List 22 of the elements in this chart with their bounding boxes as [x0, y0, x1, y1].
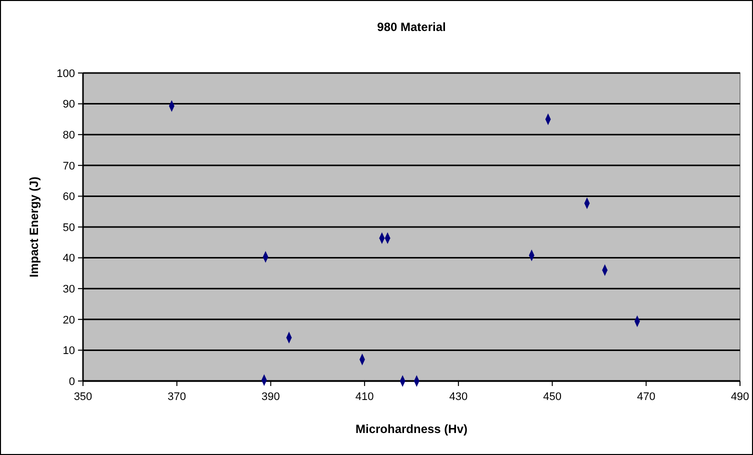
y-tick-label: 50	[62, 222, 75, 234]
x-tick-label: 490	[730, 391, 750, 403]
y-tick-label: 60	[62, 191, 75, 204]
y-tick-label: 80	[62, 129, 75, 142]
y-tick-label: 100	[56, 68, 75, 80]
y-tick-label: 30	[62, 283, 75, 296]
x-tick-label: 370	[168, 391, 186, 403]
y-tick-label: 90	[62, 98, 75, 111]
x-tick-label: 470	[636, 391, 656, 403]
y-axis-title: Impact Energy (J)	[27, 176, 41, 278]
x-tick-label: 450	[543, 391, 562, 403]
x-tick-label: 430	[449, 391, 468, 403]
y-tick-label: 10	[62, 345, 75, 358]
x-tick-label: 350	[74, 391, 92, 403]
y-tick-label: 0	[68, 376, 75, 388]
y-tick-label: 20	[62, 314, 75, 326]
x-tick-label: 390	[262, 391, 280, 403]
x-axis-title: Microhardness (Hv)	[355, 422, 468, 436]
y-tick-label: 40	[62, 252, 75, 265]
y-tick-label: 70	[62, 160, 75, 172]
chart-title: 980 Material	[377, 20, 446, 34]
x-tick-label: 410	[355, 391, 374, 403]
